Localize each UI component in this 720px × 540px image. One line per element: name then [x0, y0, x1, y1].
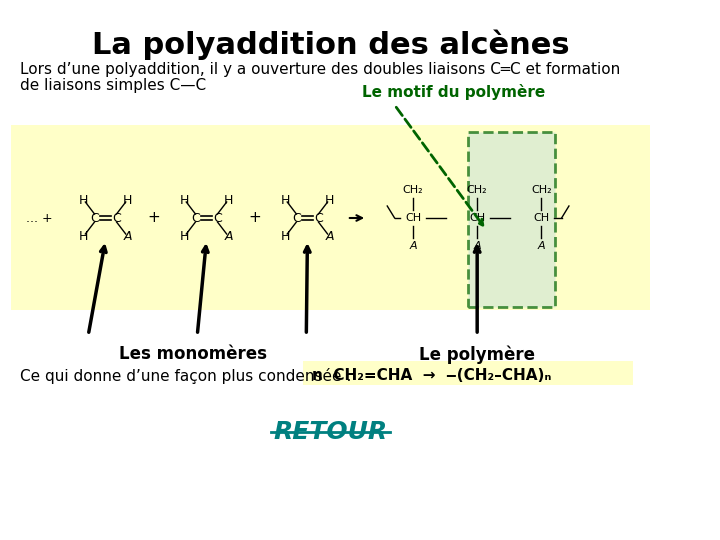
- Text: de liaisons simples C—C: de liaisons simples C—C: [20, 78, 207, 93]
- Text: +: +: [248, 211, 261, 226]
- Text: H: H: [180, 230, 189, 242]
- Text: H: H: [281, 193, 290, 206]
- Text: A: A: [409, 241, 417, 251]
- Text: Ce qui donne d’une façon plus condensée :: Ce qui donne d’une façon plus condensée …: [20, 368, 356, 384]
- Text: C: C: [213, 212, 222, 225]
- Text: A: A: [473, 241, 481, 251]
- Text: CH: CH: [534, 213, 549, 223]
- Text: H: H: [78, 193, 88, 206]
- Text: H: H: [123, 193, 132, 206]
- Text: H: H: [325, 193, 334, 206]
- Text: RETOUR: RETOUR: [274, 420, 387, 444]
- Text: H: H: [78, 230, 88, 242]
- Text: A: A: [123, 230, 132, 242]
- Text: A: A: [224, 230, 233, 242]
- Text: A: A: [325, 230, 333, 242]
- Text: La polyaddition des alcènes: La polyaddition des alcènes: [91, 30, 570, 60]
- Text: n  CH₂=CHA  →  ‒(CH₂–CHA)ₙ: n CH₂=CHA → ‒(CH₂–CHA)ₙ: [312, 368, 552, 383]
- Text: C: C: [112, 212, 121, 225]
- Text: Les monomères: Les monomères: [119, 345, 266, 363]
- Text: +: +: [148, 211, 161, 226]
- Text: H: H: [224, 193, 233, 206]
- Text: CH₂: CH₂: [467, 185, 487, 195]
- Text: C: C: [292, 212, 301, 225]
- Text: A: A: [538, 241, 545, 251]
- Text: CH: CH: [405, 213, 421, 223]
- Bar: [11, 125, 649, 310]
- Text: C: C: [90, 212, 99, 225]
- Text: Le motif du polymère: Le motif du polymère: [362, 84, 546, 100]
- Bar: [468, 132, 555, 307]
- Text: C: C: [314, 212, 323, 225]
- Text: CH: CH: [469, 213, 485, 223]
- Text: Lors d’une polyaddition, il y a ouverture des doubles liaisons C═C et formation: Lors d’une polyaddition, il y a ouvertur…: [20, 62, 621, 77]
- Bar: [303, 361, 633, 385]
- Text: H: H: [281, 230, 290, 242]
- Text: Le polymère: Le polymère: [419, 345, 535, 363]
- Text: CH₂: CH₂: [531, 185, 552, 195]
- Text: H: H: [180, 193, 189, 206]
- Text: C: C: [191, 212, 200, 225]
- Text: CH₂: CH₂: [402, 185, 423, 195]
- Text: ... +: ... +: [26, 212, 53, 225]
